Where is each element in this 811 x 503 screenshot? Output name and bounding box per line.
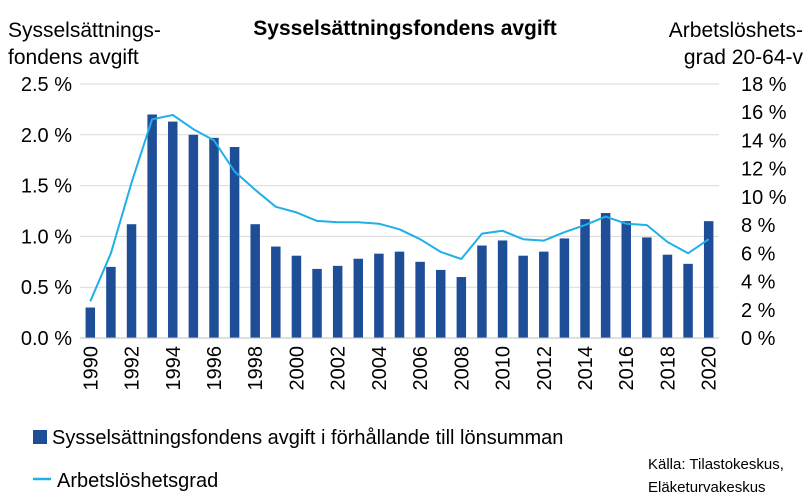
bar — [291, 255, 302, 338]
bar — [312, 268, 322, 338]
y-left-tick-label: 0.5 % — [21, 277, 72, 299]
bar — [642, 237, 652, 338]
x-tick-label: 1994 — [163, 346, 185, 391]
x-tick-label: 2006 — [410, 346, 432, 391]
y-right-tick-label: 2 % — [741, 300, 776, 322]
x-tick-label: 1998 — [245, 346, 267, 391]
x-tick-label: 2012 — [534, 346, 556, 391]
bar — [497, 240, 508, 338]
y-right-tick-label: 12 % — [741, 159, 787, 181]
y-axis-right-title-line2: grad 20-64-v — [684, 46, 804, 69]
bar — [683, 263, 693, 338]
x-tick-label: 2020 — [699, 346, 721, 391]
y-axis-right-title-line1: Arbetslöshets- — [669, 19, 803, 42]
bar — [188, 134, 199, 338]
x-tick-label: 2002 — [328, 346, 350, 391]
bar — [374, 253, 384, 338]
y-right-tick-label: 14 % — [741, 130, 787, 152]
x-tick-label: 1990 — [80, 346, 102, 391]
unemployment-line-layer — [89, 114, 710, 302]
x-tick-label: 2018 — [657, 346, 679, 391]
y-axis-left-title-line2: fondens avgift — [8, 46, 139, 69]
bar — [621, 221, 631, 338]
bar — [250, 224, 260, 338]
x-axis-ticks: 1990 1992 1994 1996 1998 2000 2002 2004 2006 2008… — [80, 346, 720, 391]
x-tick-label: 2004 — [369, 346, 391, 391]
legend-label-bars: Sysselsättningsfondens avgift i förhålla… — [52, 427, 563, 449]
x-tick-label: 2014 — [575, 346, 597, 391]
bar — [229, 146, 240, 338]
x-tick-label: 1992 — [122, 346, 144, 391]
bar — [415, 261, 425, 338]
y-right-tick-label: 16 % — [741, 102, 787, 124]
y-left-tick-label: 1.0 % — [21, 226, 72, 248]
source-line1: Källa: Tilastokeskus, — [648, 456, 784, 473]
x-tick-label: 2000 — [286, 346, 308, 391]
y-left-tick-label: 0.0 % — [21, 328, 72, 350]
bar — [147, 114, 157, 338]
x-tick-label: 2008 — [451, 346, 473, 391]
bar — [209, 137, 219, 338]
bar — [559, 238, 570, 338]
legend: Sysselsättningsfondens avgift i förhålla… — [33, 427, 563, 492]
bar — [435, 269, 446, 338]
y-right-tick-label: 18 % — [741, 74, 787, 96]
y-right-tick-label: 0 % — [741, 328, 776, 350]
bar — [353, 258, 364, 338]
bar — [168, 121, 178, 338]
y-right-tick-label: 10 % — [741, 187, 787, 209]
y-left-tick-label: 1.5 % — [21, 176, 72, 198]
legend-swatch-bars — [33, 430, 47, 444]
bar — [477, 245, 487, 338]
bar — [85, 307, 96, 338]
bar — [456, 277, 467, 338]
source-line2: Eläketurvakeskus — [648, 479, 766, 496]
y-axis-left-ticks: 0.0 % 0.5 % 1.0 % 1.5 % 2.0 % 2.5 % — [21, 74, 72, 350]
bar — [539, 251, 549, 338]
bars — [85, 114, 714, 338]
bar — [126, 224, 137, 338]
y-axis-right-ticks: 0 % 2 % 4 % 6 % 8 % 10 % 12 % 14 % 16 % 18 % — [741, 74, 787, 350]
bar — [271, 246, 281, 338]
bar — [580, 219, 590, 338]
x-tick-label: 2016 — [616, 346, 638, 391]
x-tick-label: 1996 — [204, 346, 226, 391]
y-left-tick-label: 2.0 % — [21, 125, 72, 147]
y-right-tick-label: 4 % — [741, 272, 776, 294]
bar — [106, 266, 116, 338]
y-axis-left-title-line1: Sysselsättnings- — [8, 19, 161, 42]
bar — [600, 213, 611, 338]
bar — [518, 255, 528, 338]
grid-lines — [80, 83, 719, 288]
y-right-tick-label: 8 % — [741, 215, 776, 237]
bar — [662, 254, 673, 338]
y-left-tick-label: 2.5 % — [21, 74, 72, 96]
bar — [332, 265, 343, 338]
y-right-tick-label: 6 % — [741, 243, 776, 265]
x-tick-label: 2010 — [493, 346, 515, 391]
chart-title: Sysselsättningsfondens avgift — [253, 17, 556, 40]
unemployment-line — [89, 114, 710, 302]
bar — [703, 221, 714, 338]
bar — [394, 251, 405, 338]
legend-label-line: Arbetslöshetsgrad — [57, 470, 218, 492]
